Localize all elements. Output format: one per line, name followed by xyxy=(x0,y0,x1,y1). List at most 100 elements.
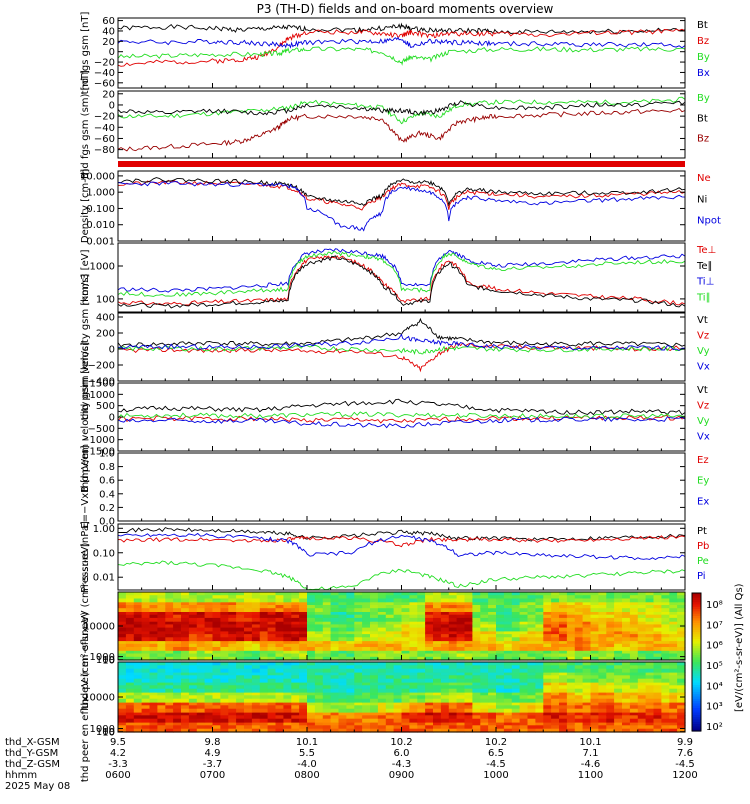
y-tick-label: 0 xyxy=(109,47,115,58)
heatmap-cell xyxy=(417,722,426,726)
heatmap-cell xyxy=(196,722,206,726)
heatmap-cell xyxy=(267,640,277,645)
heatmap-cell xyxy=(338,695,347,700)
heatmap-cell xyxy=(614,595,623,599)
heatmap-cell xyxy=(188,617,198,622)
heatmap-cell xyxy=(527,614,536,619)
heatmap-cell xyxy=(401,678,410,683)
colorbar-step xyxy=(692,602,701,606)
heatmap-cell xyxy=(448,722,458,726)
heatmap-cell xyxy=(118,675,127,680)
heatmap-cell xyxy=(133,592,143,596)
heatmap-cell xyxy=(417,643,426,648)
heatmap-cell xyxy=(559,630,568,635)
heatmap-cell xyxy=(291,601,300,606)
heatmap-cell xyxy=(165,692,174,696)
heatmap-cell xyxy=(527,608,536,612)
heatmap-cell xyxy=(543,605,552,609)
heatmap-cell xyxy=(118,643,127,648)
heatmap-cell xyxy=(283,715,292,720)
heatmap-cell xyxy=(299,643,308,648)
heatmap-cell xyxy=(480,678,489,683)
heatmap-cell xyxy=(480,662,489,666)
heatmap-cell xyxy=(582,627,592,632)
heatmap-cell xyxy=(440,665,450,670)
heatmap-cell xyxy=(188,595,198,599)
heatmap-cell xyxy=(267,592,277,596)
heatmap-cell xyxy=(598,692,607,696)
heatmap-cell xyxy=(669,601,678,606)
heatmap-cell xyxy=(472,608,481,612)
heatmap-cell xyxy=(314,656,324,661)
heatmap-cell xyxy=(133,715,143,720)
heatmap-cell xyxy=(377,688,387,693)
heatmap-cell xyxy=(307,653,316,658)
heatmap-cell xyxy=(496,611,505,616)
heatmap-cell xyxy=(637,611,647,616)
heatmap-cell xyxy=(125,708,135,713)
heatmap-cell xyxy=(228,665,237,670)
heatmap-cell xyxy=(259,621,269,625)
heatmap-cell xyxy=(417,637,426,642)
heatmap-cell xyxy=(228,643,237,648)
heatmap-cell xyxy=(590,656,599,661)
heatmap-cell xyxy=(582,705,592,710)
heatmap-cell xyxy=(519,592,529,596)
heatmap-cell xyxy=(661,595,670,599)
heatmap-cell xyxy=(425,643,434,648)
heatmap-cell xyxy=(370,624,379,629)
heatmap-cell xyxy=(196,688,206,693)
heatmap-cell xyxy=(125,702,135,706)
heatmap-cell xyxy=(622,601,631,606)
heatmap-cell xyxy=(267,665,277,670)
heatmap-cell xyxy=(535,614,544,619)
heatmap-cell xyxy=(488,672,497,676)
heatmap-cell xyxy=(622,708,631,713)
heatmap-cell xyxy=(559,675,568,680)
heatmap-cell xyxy=(322,672,332,676)
heatmap-cell xyxy=(496,647,505,651)
heatmap-cell xyxy=(125,712,135,716)
heatmap-cell xyxy=(362,608,371,612)
heatmap-cell xyxy=(346,601,355,606)
heatmap-cell xyxy=(173,712,182,716)
heatmap-cell xyxy=(574,718,584,723)
heatmap-cell xyxy=(535,650,544,655)
heatmap-cell xyxy=(362,715,371,720)
heatmap-cell xyxy=(503,637,513,642)
heatmap-cell xyxy=(173,634,182,638)
heatmap-cell xyxy=(322,728,332,733)
heatmap-cell xyxy=(236,718,245,723)
heatmap-cell xyxy=(582,692,592,696)
heatmap-cell xyxy=(535,617,544,622)
heatmap-cell xyxy=(456,668,466,673)
heatmap-cell xyxy=(133,617,143,622)
heatmap-cell xyxy=(645,647,655,651)
heatmap-cell xyxy=(275,617,284,622)
heatmap-cell xyxy=(637,630,647,635)
y-tick-label: 0.010 xyxy=(86,220,115,231)
x-axis-value: 4.2 xyxy=(110,748,126,759)
heatmap-cell xyxy=(133,598,143,603)
heatmap-cell xyxy=(456,621,466,625)
heatmap-cell xyxy=(433,611,442,616)
heatmap-cell xyxy=(527,722,536,726)
heatmap-cell xyxy=(314,624,324,629)
heatmap-cell xyxy=(598,722,607,726)
heatmap-cell xyxy=(480,668,489,673)
heatmap-cell xyxy=(448,647,458,651)
heatmap-cell xyxy=(275,668,284,673)
legend-Bz: Bz xyxy=(697,134,709,145)
heatmap-cell xyxy=(677,728,686,733)
heatmap-cell xyxy=(346,692,355,696)
heatmap-cell xyxy=(314,708,324,713)
heatmap-cell xyxy=(259,702,269,706)
heatmap-cell xyxy=(440,617,450,622)
heatmap-cell xyxy=(590,728,599,733)
heatmap-cell xyxy=(149,728,158,733)
heatmap-cell xyxy=(259,728,269,733)
heatmap-cell xyxy=(606,617,615,622)
series-line-Bt xyxy=(117,100,686,117)
heatmap-cell xyxy=(440,598,450,603)
heatmap-cell xyxy=(440,650,450,655)
